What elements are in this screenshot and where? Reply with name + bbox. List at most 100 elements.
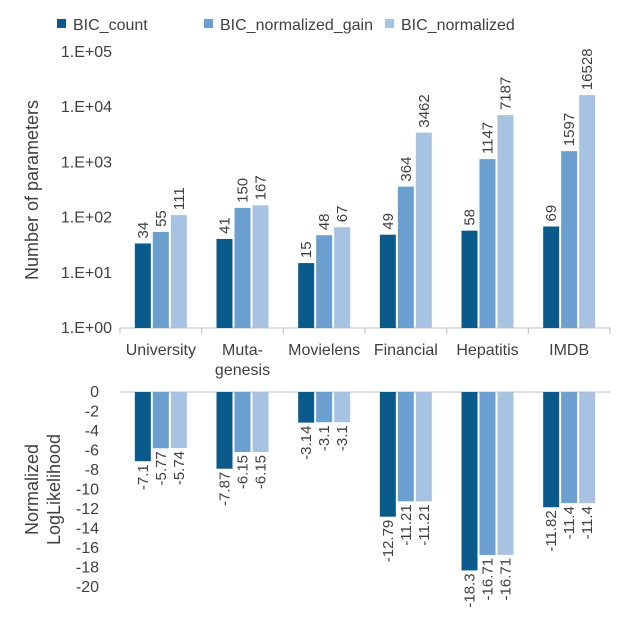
legend-label-2: BIC_normalized_gain	[220, 17, 373, 34]
x-category-label: Hepatitis	[456, 342, 518, 359]
bottom-bar	[134, 392, 151, 462]
top-data-label: 150	[235, 178, 252, 203]
legend-swatch-3	[385, 19, 394, 28]
bottom-y-tick-label: -10	[76, 482, 99, 499]
bottom-data-label: -18.3	[462, 573, 479, 607]
bottom-data-label: -7.1	[135, 464, 152, 490]
top-bar	[415, 132, 432, 328]
bottom-data-label: -5.74	[171, 451, 188, 485]
x-category-label: IMDB	[549, 342, 589, 359]
bottom-y-tick-label: -2	[85, 404, 99, 421]
bottom-data-label: -16.71	[480, 558, 497, 601]
top-data-label: 41	[217, 217, 234, 234]
x-category-label: University	[126, 342, 196, 359]
bottom-y-tick-label: -8	[85, 462, 99, 479]
bottom-y-tick-label: -16	[76, 540, 99, 557]
top-data-label: 364	[398, 157, 415, 182]
top-bar	[216, 238, 233, 328]
top-data-label: 1147	[480, 122, 497, 154]
bottom-bar	[152, 392, 169, 449]
top-y-tick-label: 1.E+05	[61, 44, 112, 61]
bottom-bar	[461, 392, 478, 571]
top-bar	[497, 115, 514, 329]
bottom-data-label: -6.15	[253, 455, 270, 489]
top-bar	[379, 234, 396, 328]
bottom-bar	[379, 392, 396, 517]
top-bar	[543, 226, 560, 328]
legend-label-3: BIC_normalized	[401, 17, 515, 34]
top-bar	[334, 227, 351, 328]
top-data-label: 15	[298, 241, 315, 258]
top-data-label: 48	[316, 214, 333, 231]
top-data-label: 34	[135, 222, 152, 239]
top-bar	[397, 186, 414, 328]
top-y-axis-label: Number of parameters	[22, 100, 42, 280]
bottom-y-tick-label: -6	[85, 443, 99, 460]
bottom-data-label: -11.4	[561, 506, 578, 539]
bottom-data-label: -6.15	[235, 455, 252, 489]
top-data-label: 1597	[561, 113, 578, 146]
bottom-data-label: -5.77	[153, 451, 170, 485]
bottom-y-tick-label: -14	[76, 521, 99, 538]
top-bar	[252, 205, 269, 328]
bottom-bar	[543, 392, 560, 508]
top-bar	[170, 215, 187, 328]
top-y-tick-label: 1.E+00	[61, 320, 112, 337]
bottom-data-label: -3.1	[316, 425, 333, 451]
bottom-bar	[252, 392, 269, 452]
bottom-data-label: -12.79	[380, 520, 397, 563]
bottom-bar	[397, 392, 414, 502]
bottom-data-label: -11.21	[416, 504, 433, 545]
top-bar	[479, 159, 496, 328]
top-y-tick-label: 1.E+02	[61, 210, 112, 227]
top-bar	[134, 243, 151, 328]
x-category-label: Muta-genesis	[215, 342, 270, 379]
top-data-label: 7187	[498, 77, 515, 110]
top-bar	[234, 207, 251, 328]
top-data-label: 67	[334, 206, 351, 223]
top-bar	[298, 263, 315, 328]
x-category-label: Movielens	[288, 342, 360, 359]
top-y-tick-label: 1.E+04	[61, 99, 112, 116]
top-data-label: 58	[462, 209, 479, 226]
bottom-data-label: -7.87	[217, 472, 234, 506]
bottom-y-axis-label: Normalized LogLikelihood	[22, 434, 64, 545]
bottom-data-label: -3.14	[298, 426, 315, 460]
bottom-bar	[479, 392, 496, 555]
top-bar	[316, 235, 333, 328]
bottom-y-tick-label: -18	[76, 560, 99, 577]
bottom-bar	[216, 392, 233, 469]
top-data-label: 69	[543, 205, 560, 222]
legend-swatch-2	[204, 19, 213, 28]
top-data-label: 111	[171, 187, 188, 210]
bottom-data-label: -16.71	[498, 558, 515, 601]
top-data-label: 167	[253, 175, 270, 200]
bottom-bar	[497, 392, 514, 555]
bottom-y-tick-label: -12	[76, 501, 99, 518]
top-data-label: 16528	[579, 48, 596, 90]
bottom-bar	[316, 392, 333, 423]
top-data-label: 49	[380, 213, 397, 230]
bottom-bar	[334, 392, 351, 423]
bottom-bar	[579, 392, 596, 504]
legend-label-1: BIC_count	[73, 17, 148, 34]
bottom-data-label: -11.21	[398, 504, 415, 545]
top-bar	[152, 231, 169, 328]
top-data-label: 3462	[416, 94, 433, 127]
legend-swatch-1	[57, 19, 66, 28]
top-bar	[579, 95, 596, 328]
bottom-y-tick-label: -4	[85, 423, 99, 440]
top-bar	[461, 230, 478, 328]
bottom-y-tick-label: 0	[90, 384, 99, 401]
top-y-tick-label: 1.E+01	[61, 265, 112, 282]
x-category-label: Financial	[374, 342, 438, 359]
bottom-bar	[234, 392, 251, 452]
top-y-tick-label: 1.E+03	[61, 154, 112, 171]
top-bar	[561, 151, 578, 328]
bottom-y-tick-label: -20	[76, 579, 99, 596]
bottom-data-label: -11.82	[543, 510, 560, 551]
bottom-bar	[170, 392, 187, 448]
top-data-label: 55	[153, 210, 170, 227]
bottom-data-label: -3.1	[334, 425, 351, 451]
bottom-data-label: -11.4	[579, 506, 596, 539]
